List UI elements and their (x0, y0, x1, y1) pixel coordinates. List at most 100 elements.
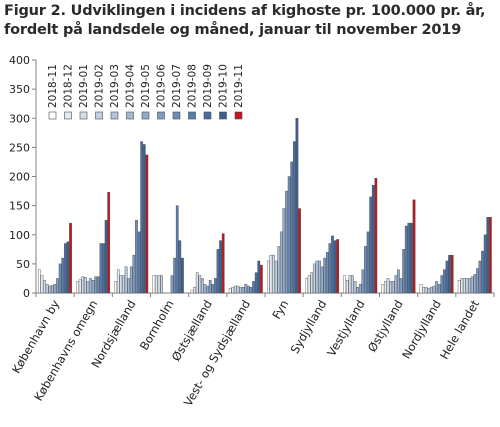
bar-vestjylland-2019-09 (369, 196, 373, 294)
bar-vestjylland-2019-05 (358, 284, 362, 294)
bar-vestjylland-2018-11 (343, 275, 347, 294)
bar-københavn-by-2019-10 (66, 241, 70, 294)
bar-københavn-by-2019-05 (53, 284, 57, 294)
bar-københavns-omegn-2019-06 (94, 276, 98, 294)
y-tick-label: 150 (9, 200, 30, 213)
bar-sydjylland-2018-11 (305, 278, 308, 294)
legend-swatch (110, 111, 119, 120)
legend-label: 2019-11 (233, 64, 245, 108)
bar-østjylland-2019-02 (389, 281, 392, 294)
bar-hele-landet-2019-05 (473, 274, 477, 294)
bar-københavn-by-2018-12 (40, 275, 44, 294)
bar-vest--og-sydsjælland-2019-06 (247, 285, 250, 294)
bar-fyn-2019-03 (277, 246, 281, 294)
legend-label: 2019-09 (202, 64, 214, 108)
bar-nordjylland-2019-07 (440, 275, 444, 294)
bar-nordsjælland-2019-09 (140, 141, 144, 294)
x-category-label: Nordjylland (399, 298, 444, 362)
bar-nordjylland-2019-06 (437, 284, 441, 294)
bar-vest--og-sydsjælland-2019-01 (234, 285, 237, 294)
bar-østjylland-2019-06 (399, 278, 403, 294)
bar-nordjylland-2019-01 (424, 286, 428, 294)
legend-label: 2019-01 (78, 64, 90, 108)
bar-københavns-omegn-2019-02 (83, 277, 87, 294)
bar-østjylland-2018-11 (381, 284, 385, 294)
bar-københavn-by-2019-07 (58, 263, 62, 294)
bar-hele-landet-2019-06 (476, 268, 479, 294)
bar-sydjylland-2019-01 (310, 272, 314, 294)
bar-fyn-2019-04 (279, 231, 283, 294)
bar-østjylland-2019-08 (404, 225, 408, 294)
bar-nordjylland-2019-05 (435, 281, 438, 294)
bar-nordjylland-2019-03 (430, 286, 433, 294)
x-category-label: Hele landet (437, 297, 482, 362)
x-category-label: Bornholm (137, 298, 177, 353)
y-tick-label: 400 (9, 54, 30, 67)
bar-vest--og-sydsjælland-2019-03 (239, 286, 242, 294)
legend-swatch (219, 111, 227, 120)
bar-sydjylland-2019-07 (325, 252, 329, 294)
bar-fyn-2019-10 (295, 118, 299, 294)
bar-københavns-omegn-2018-11 (76, 281, 79, 294)
bar-nordjylland-2019-04 (432, 285, 436, 294)
bar-nordjylland-2018-11 (419, 284, 423, 294)
legend-swatch (172, 111, 181, 120)
legend-swatch (141, 111, 150, 120)
bar-fyn-2019-05 (282, 208, 286, 294)
chart-title-line-2: fordelt på landsdele og måned, januar ti… (4, 22, 462, 38)
bar-københavns-omegn-2019-05 (91, 279, 95, 294)
bar-østjylland-2019-09 (407, 222, 411, 294)
bar-østjylland-2019-07 (402, 249, 405, 294)
bar-østjylland-2019-04 (394, 275, 398, 294)
x-category-label: Fyn (269, 298, 291, 322)
bar-vestjylland-2019-11 (374, 178, 378, 294)
bar-hele-landet-2019-02 (465, 278, 469, 294)
y-tick-label: 200 (9, 171, 30, 184)
bar-nordsjælland-2018-12 (116, 269, 120, 294)
bar-københavn-by-2019-02 (45, 284, 49, 294)
bar-vestjylland-2019-07 (364, 246, 367, 294)
bar-vestjylland-2019-03 (353, 281, 357, 294)
bar-sydjylland-2018-12 (307, 275, 311, 294)
bar-hele-landet-2019-03 (468, 278, 471, 294)
chart-title: Figur 2. Udviklingen i incidens af kigho… (4, 2, 496, 40)
bar-fyn-2018-12 (269, 254, 273, 294)
bar-nordsjælland-2019-11 (145, 154, 149, 294)
y-tick-label: 50 (16, 258, 30, 271)
bar-hele-landet-2019-08 (481, 250, 484, 294)
bar-fyn-2019-08 (290, 161, 294, 294)
bar-københavns-omegn-2019-08 (99, 243, 103, 294)
bar-københavns-omegn-2019-09 (102, 243, 105, 294)
bar-fyn-2018-11 (266, 260, 270, 294)
bar-nordsjælland-2019-06 (132, 254, 136, 294)
bar-københavns-omegn-2019-04 (89, 278, 92, 294)
bar-østjylland-2019-11 (412, 199, 416, 294)
bar-nordsjælland-2019-04 (127, 278, 131, 294)
bar-nordjylland-2019-02 (427, 288, 431, 294)
bar-københavn-by-2019-11 (69, 222, 72, 294)
bar-nordjylland-2019-11 (450, 254, 454, 294)
legend-label: 2018-11 (47, 64, 59, 108)
y-tick-label: 0 (23, 287, 30, 300)
y-tick-label: 250 (9, 141, 30, 154)
bar-vest--og-sydsjælland-2019-07 (249, 286, 253, 294)
bar-vest--og-sydsjælland-2019-02 (236, 285, 240, 294)
x-category-label: Vest- og Sydsjælland (181, 298, 253, 409)
bar-fyn-2019-06 (285, 190, 288, 294)
bar-københavns-omegn-2019-01 (81, 276, 85, 294)
bar-sydjylland-2019-10 (333, 240, 337, 294)
legend-label: 2019-10 (218, 64, 230, 108)
bar-københavn-by-2019-08 (61, 257, 65, 294)
legend-swatch (126, 111, 134, 120)
bar-fyn-2019-07 (287, 176, 291, 294)
bar-sydjylland-2019-08 (328, 243, 332, 294)
bar-østsjælland-2019-06 (208, 279, 212, 294)
bar-nordsjælland-2019-07 (135, 219, 138, 294)
bar-nordsjælland-2019-05 (129, 266, 133, 294)
bar-københavn-by-2019-06 (56, 278, 59, 294)
bar-bornholm-2019-07 (173, 257, 176, 294)
bar-nordsjælland-2018-11 (114, 281, 118, 294)
bar-hele-landet-2018-11 (457, 279, 461, 294)
bar-vestjylland-2019-10 (371, 185, 375, 294)
legend-swatch (95, 111, 103, 120)
